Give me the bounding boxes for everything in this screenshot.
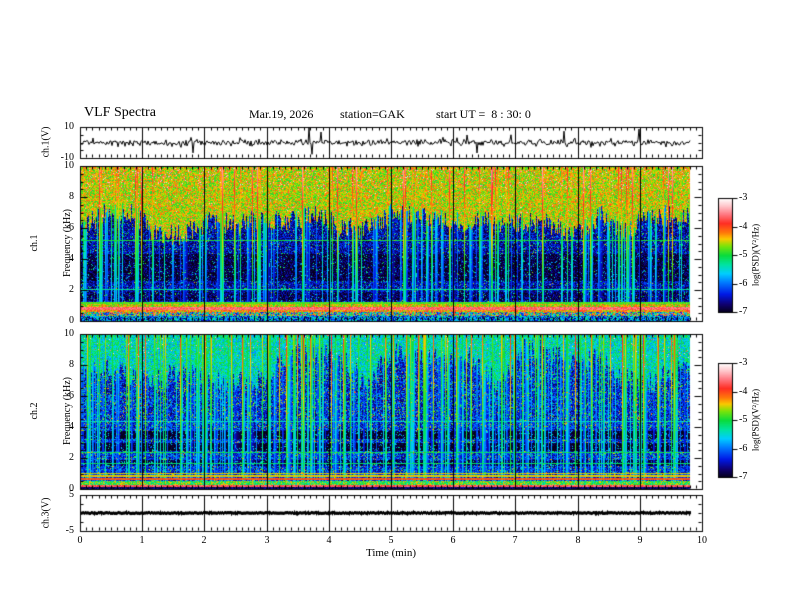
colorbar2-tick-label--3: -3 xyxy=(739,357,748,368)
y-tick-label-waveform--10: -10 xyxy=(60,152,74,163)
x-tick-label-3: 3 xyxy=(264,535,270,546)
y-tick-label-spectrogram-0: 0 xyxy=(69,483,74,494)
x-tick-label-0: 0 xyxy=(77,535,83,546)
y-tick-label-spectrogram-8: 8 xyxy=(69,191,74,202)
y-tick-label-spectrogram-6: 6 xyxy=(69,390,74,401)
x-tick-label-2: 2 xyxy=(201,535,207,546)
x-tick-label-5: 5 xyxy=(388,535,394,546)
colorbar1-tick-label--6: -6 xyxy=(739,278,748,289)
title-station: station=GAK xyxy=(340,107,405,121)
x-tick-label-1: 1 xyxy=(139,535,145,546)
title-date: Mar.19, 2026 xyxy=(249,107,314,121)
ch1-spectrogram-ylabel-line2: Frequency (kHz) xyxy=(62,208,73,278)
x-tick-label-8: 8 xyxy=(575,535,581,546)
colorbar1-tick-label--5: -5 xyxy=(739,249,748,260)
y-tick-label-spectrogram-6: 6 xyxy=(69,222,74,233)
x-tick-label-10: 10 xyxy=(697,535,707,546)
y-tick-label-spectrogram-2: 2 xyxy=(69,452,74,463)
ch2-spectrogram-ylabel-line1: ch.2 xyxy=(29,402,40,420)
y-tick-label-spectrogram-10: 10 xyxy=(64,328,74,339)
y-tick-label-spectrogram-4: 4 xyxy=(69,253,74,264)
y-tick-label-spectrogram-8: 8 xyxy=(69,359,74,370)
y-tick-label-spectrogram-0: 0 xyxy=(69,315,74,326)
colorbar2-tick-label--6: -6 xyxy=(739,443,748,454)
colorbar2-tick-label--7: -7 xyxy=(739,471,748,482)
y-tick-label-waveform-10: 10 xyxy=(64,121,74,132)
y-tick-label-spectrogram-2: 2 xyxy=(69,284,74,295)
page-title: VLF Spectra xyxy=(84,105,156,120)
x-axis-label: Time (min) xyxy=(365,547,417,559)
y-tick-label-spectrogram-4: 4 xyxy=(69,421,74,432)
ch1-spectrogram-ylabel: ch.1 Frequency (kHz) xyxy=(7,158,95,328)
ch1-spectrogram-ylabel-line1: ch.1 xyxy=(29,234,40,252)
colorbar1-tick-label--7: -7 xyxy=(739,306,748,317)
x-tick-label-4: 4 xyxy=(326,535,332,546)
colorbar1-tick-label--4: -4 xyxy=(739,221,748,232)
colorbar2-tick-label--5: -5 xyxy=(739,414,748,425)
title-start-ut: start UT = 8 : 30: 0 xyxy=(436,107,531,121)
x-tick-label-7: 7 xyxy=(512,535,518,546)
x-tick-label-9: 9 xyxy=(637,535,643,546)
x-tick-label-6: 6 xyxy=(450,535,456,546)
colorbar1-tick-label--3: -3 xyxy=(739,192,748,203)
colorbar2-tick-label--4: -4 xyxy=(739,386,748,397)
ch2-spectrogram-ylabel-line2: Frequency (kHz) xyxy=(62,376,73,446)
y-tick-label-spectrogram-10: 10 xyxy=(64,160,74,171)
y-tick-label-waveform-flat-5: 5 xyxy=(69,489,74,500)
y-tick-label-waveform-flat--5: -5 xyxy=(65,525,74,536)
